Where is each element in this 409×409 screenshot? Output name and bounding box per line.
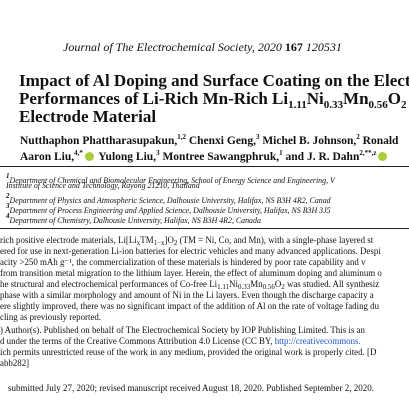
authors-line-1: Nutthaphon Phattharasupakun,1,2 Chenxi G… xyxy=(20,133,399,147)
abstract-line: ered for use in next-generation Li-ion b… xyxy=(0,246,381,256)
abstract-line: he structural and electrochemical perfor… xyxy=(0,279,380,291)
affiliation-3: 3Department of Process Engineering and A… xyxy=(6,202,331,215)
author-name[interactable]: Michel B. Johnson, xyxy=(259,135,357,147)
license-line: ich permits unrestricted reuse of the wo… xyxy=(0,347,377,357)
abstract-line: phase with a similar morphology and amou… xyxy=(0,290,374,300)
journal-volume: 167 xyxy=(284,40,303,54)
license-line: ) Author(s). Published on behalf of The … xyxy=(0,325,365,335)
abstract-line: from transition metal migration to the l… xyxy=(0,268,382,278)
license-link[interactable]: http://creativecommons. xyxy=(274,336,361,346)
author-name[interactable]: Yulong Liu, xyxy=(95,151,157,163)
affiliation-2: 2Department of Physics and Atmospheric S… xyxy=(6,192,331,205)
author-name[interactable]: Nutthaphon Phattharasupakun, xyxy=(20,135,178,147)
title-line-2: Performances of Li-Rich Mn-Rich Li1.11Ni… xyxy=(19,89,407,111)
author-name[interactable]: Aaron Liu, xyxy=(20,151,75,163)
journal-year: , 2020 xyxy=(251,40,285,54)
journal-header: Journal of The Electrochemical Society, … xyxy=(63,40,342,55)
author-name[interactable]: and J. R. Dahn xyxy=(282,151,360,163)
abstract-line: cling as previously reported. xyxy=(0,312,102,322)
manuscript-history: submitted July 27, 2020; revised manuscr… xyxy=(8,383,374,393)
abstract-line: rich positive electrode materials, Li[Li… xyxy=(0,235,374,247)
abstract-line: ere slightly improved, there was no sign… xyxy=(0,301,380,311)
affiliation-1: 1Department of Chemical and Biomolecular… xyxy=(6,172,335,185)
divider xyxy=(0,166,409,167)
orcid-icon[interactable] xyxy=(84,152,94,161)
affiliation-1-cont: Institute of Science and Technology, Ray… xyxy=(6,181,200,190)
license-line: d under the terms of the Creative Common… xyxy=(0,336,361,346)
abstract-line: acity >250 mAh g⁻¹, the commercializatio… xyxy=(0,257,366,267)
divider xyxy=(0,228,409,229)
author-name[interactable]: Montree Sawangphruk, xyxy=(159,151,280,163)
orcid-icon[interactable] xyxy=(378,152,388,161)
doi-line[interactable]: abb282] xyxy=(0,358,30,368)
title-line-3: Electrode Material xyxy=(19,107,157,126)
journal-name: Journal of The Electrochemical Society xyxy=(63,40,252,54)
affiliation-4: 4Department of Chemistry, Dalhousie Univ… xyxy=(6,212,261,225)
authors-line-2: Aaron Liu,4,* Yulong Liu,3 Montree Sawan… xyxy=(20,149,389,163)
author-name[interactable]: Chenxi Geng, xyxy=(185,135,256,147)
title-line-1: Impact of Al Doping and Surface Coating … xyxy=(19,71,409,90)
article-number: 120531 xyxy=(302,40,342,54)
author-name[interactable]: Ronald xyxy=(359,135,399,147)
